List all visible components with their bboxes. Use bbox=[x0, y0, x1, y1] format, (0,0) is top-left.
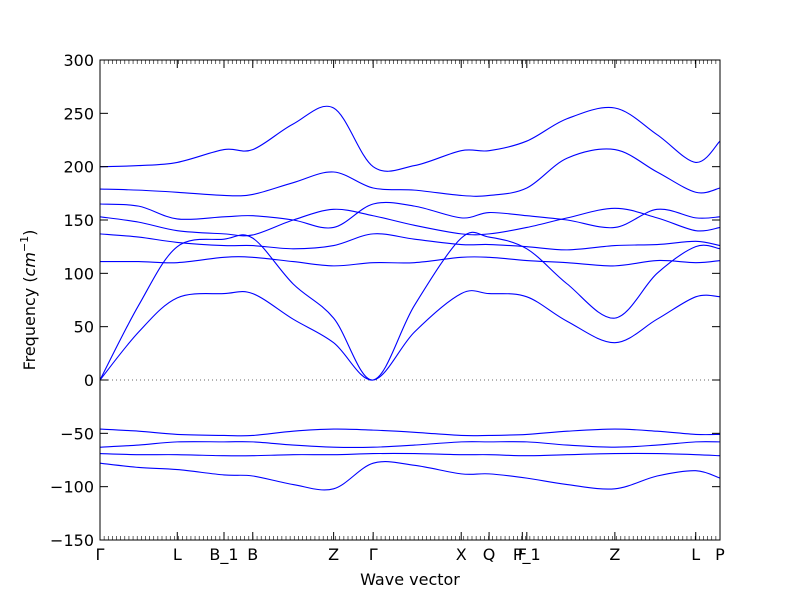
band-line-12 bbox=[99, 105, 721, 172]
band-line-1 bbox=[99, 461, 721, 491]
y-tick-label: 300 bbox=[63, 51, 94, 70]
x-tick-label: B_1 bbox=[209, 545, 238, 565]
band-line-2 bbox=[99, 452, 721, 457]
y-axis-label-prefix: Frequency ( bbox=[20, 276, 39, 370]
series-layer bbox=[99, 105, 721, 491]
plot-area: −150 −100 −50 0 50 100 150 200 250 300 Γ L B_1 B Z Γ X Q… bbox=[50, 51, 725, 565]
band-line-8 bbox=[99, 233, 721, 251]
y-tick-layer: −150 −100 −50 0 50 100 150 200 250 300 bbox=[50, 51, 720, 550]
y-tick-label: −50 bbox=[60, 424, 94, 443]
y-axis-label-unit: cm bbox=[20, 252, 39, 276]
x-tick-label: Z bbox=[609, 545, 620, 564]
x-axis-label: Wave vector bbox=[360, 570, 460, 589]
band-line-3 bbox=[99, 441, 721, 449]
band-line-4 bbox=[99, 428, 721, 437]
x-tick-label: B bbox=[247, 545, 258, 564]
band-line-6 bbox=[99, 231, 721, 381]
y-axis-label-exponent: −1 bbox=[18, 236, 31, 252]
x-tick-label: Γ bbox=[369, 545, 378, 564]
y-tick-label: 0 bbox=[84, 371, 94, 390]
plot-frame bbox=[99, 59, 721, 541]
y-tick-label: 200 bbox=[63, 158, 94, 177]
x-tick-label: F bbox=[518, 545, 527, 564]
band-line-11 bbox=[99, 148, 721, 197]
band-line-7 bbox=[99, 256, 721, 267]
y-tick-label: 150 bbox=[63, 211, 94, 230]
y-tick-label: 50 bbox=[74, 318, 94, 337]
x-tick-label: P bbox=[715, 545, 725, 564]
y-tick-label: 250 bbox=[63, 104, 94, 123]
x-tick-label: X bbox=[456, 545, 467, 564]
y-axis-label: Frequency (cm−1) bbox=[18, 230, 39, 371]
x-tick-label: Γ bbox=[96, 545, 105, 564]
x-tick-label: Z bbox=[328, 545, 339, 564]
x-tick-label: L bbox=[173, 545, 182, 564]
x-tick-label: P_1 bbox=[513, 545, 541, 565]
x-tick-label: L bbox=[691, 545, 700, 564]
y-axis-label-suffix: ) bbox=[20, 230, 39, 236]
band-line-5 bbox=[99, 290, 721, 381]
x-tick-label: Q bbox=[483, 545, 496, 564]
y-tick-label: −150 bbox=[50, 531, 94, 550]
band-line-10 bbox=[99, 201, 721, 229]
band-line-9 bbox=[99, 207, 721, 237]
y-tick-label: 100 bbox=[63, 264, 94, 283]
y-tick-label: −100 bbox=[50, 478, 94, 497]
